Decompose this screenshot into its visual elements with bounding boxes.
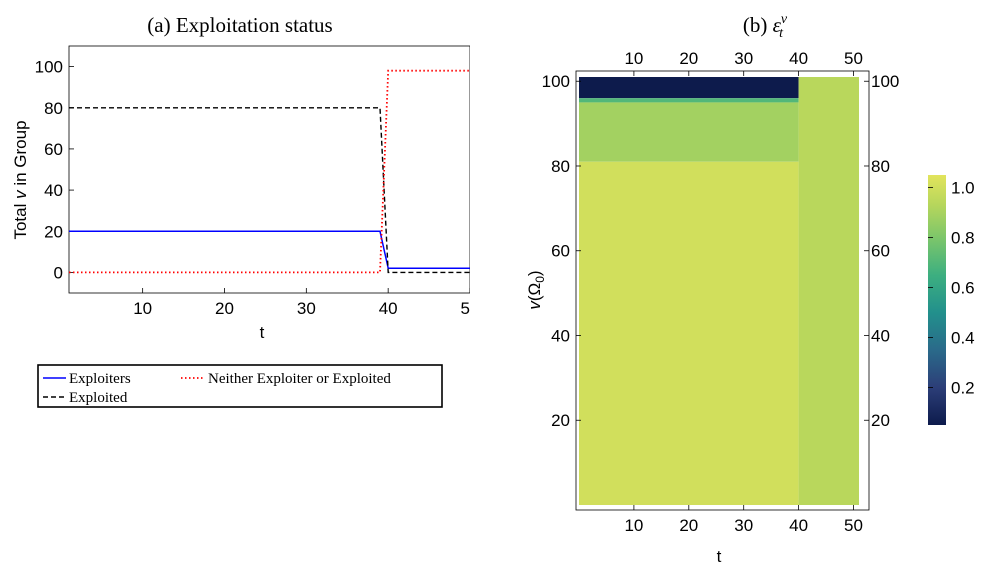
y-tick-label-left: 40	[551, 326, 570, 345]
epsilon-heatmap-chart: (b) εν t 10 10 20 20 30 30 40 40 50 50 20 20 40 40 60 6…	[525, 12, 975, 566]
y-tick-label-right: 20	[871, 411, 890, 430]
exploitation-status-chart: (a) Exploitation status 0 20 40 60 80 100 10 2…	[11, 13, 470, 408]
chart-a-title: (a) Exploitation status	[147, 13, 332, 37]
x-tick-label: 10	[133, 299, 152, 318]
x-tick-label-bottom: 10	[624, 516, 643, 535]
x-tick-label-bottom: 40	[789, 516, 808, 535]
heatmap-cell	[579, 161, 799, 505]
chart-b-title: (b) εν t	[743, 12, 788, 41]
y-tick-label: 20	[44, 222, 63, 241]
x-tick-label-top: 10	[624, 49, 643, 68]
x-tick-label-top: 40	[789, 49, 808, 68]
heatmap-cell	[579, 98, 799, 103]
colorbar-tick-label: 0.6	[951, 279, 975, 298]
chart-a-xlabel: t	[260, 323, 265, 342]
series-line-neither-exploiter-or-exploited	[69, 69, 470, 274]
y-tick-label: 60	[44, 140, 63, 159]
chart-a-legend: Exploiters Neither Exploiter or Exploite…	[37, 364, 443, 408]
y-tick-label: 100	[35, 58, 63, 77]
y-tick-label-left: 60	[551, 242, 570, 261]
x-tick-label: 20	[215, 299, 234, 318]
y-tick-label-right: 100	[871, 72, 899, 91]
chart-b-ylabel: v(Ω0)	[525, 270, 547, 309]
y-tick-label-left: 20	[551, 411, 570, 430]
y-tick-label-right: 60	[871, 242, 890, 261]
heatmap-cell	[579, 77, 799, 99]
legend-label-exploited: Exploited	[69, 390, 128, 406]
y-tick-label-right: 40	[871, 326, 890, 345]
y-tick-label: 40	[44, 181, 63, 200]
x-tick-label: 50	[461, 299, 470, 318]
x-tick-label: 40	[379, 299, 398, 318]
heatmap-frame	[575, 70, 870, 511]
chart-a-ylabel: Total v in Group	[11, 120, 30, 239]
y-tick-label: 0	[54, 263, 63, 282]
x-tick-label: 30	[297, 299, 316, 318]
y-tick-label-right: 80	[871, 157, 890, 176]
heatmap-cell	[579, 102, 799, 162]
chart-b-xlabel: t	[717, 547, 722, 566]
heatmap-cell	[798, 77, 859, 505]
series-line-exploiters	[69, 230, 470, 270]
chart-a-plot-frame	[68, 45, 470, 294]
legend-label-neither: Neither Exploiter or Exploited	[208, 371, 391, 387]
legend-label-exploiters: Exploiters	[69, 371, 131, 387]
y-tick-label: 80	[44, 99, 63, 118]
colorbar-tick-label: 1.0	[951, 179, 975, 198]
x-tick-label-bottom: 30	[734, 516, 753, 535]
colorbar-tick-label: 0.8	[951, 229, 975, 248]
y-tick-label-left: 80	[551, 157, 570, 176]
x-tick-label-top: 50	[844, 49, 863, 68]
colorbar-tick-label: 0.2	[951, 379, 975, 398]
y-tick-label-left: 100	[542, 72, 570, 91]
x-tick-label-top: 30	[734, 49, 753, 68]
series-line-exploited	[69, 107, 470, 274]
x-tick-label-top: 20	[679, 49, 698, 68]
x-tick-label-bottom: 20	[679, 516, 698, 535]
x-tick-label-bottom: 50	[844, 516, 863, 535]
colorbar-tick-label: 0.4	[951, 329, 975, 348]
